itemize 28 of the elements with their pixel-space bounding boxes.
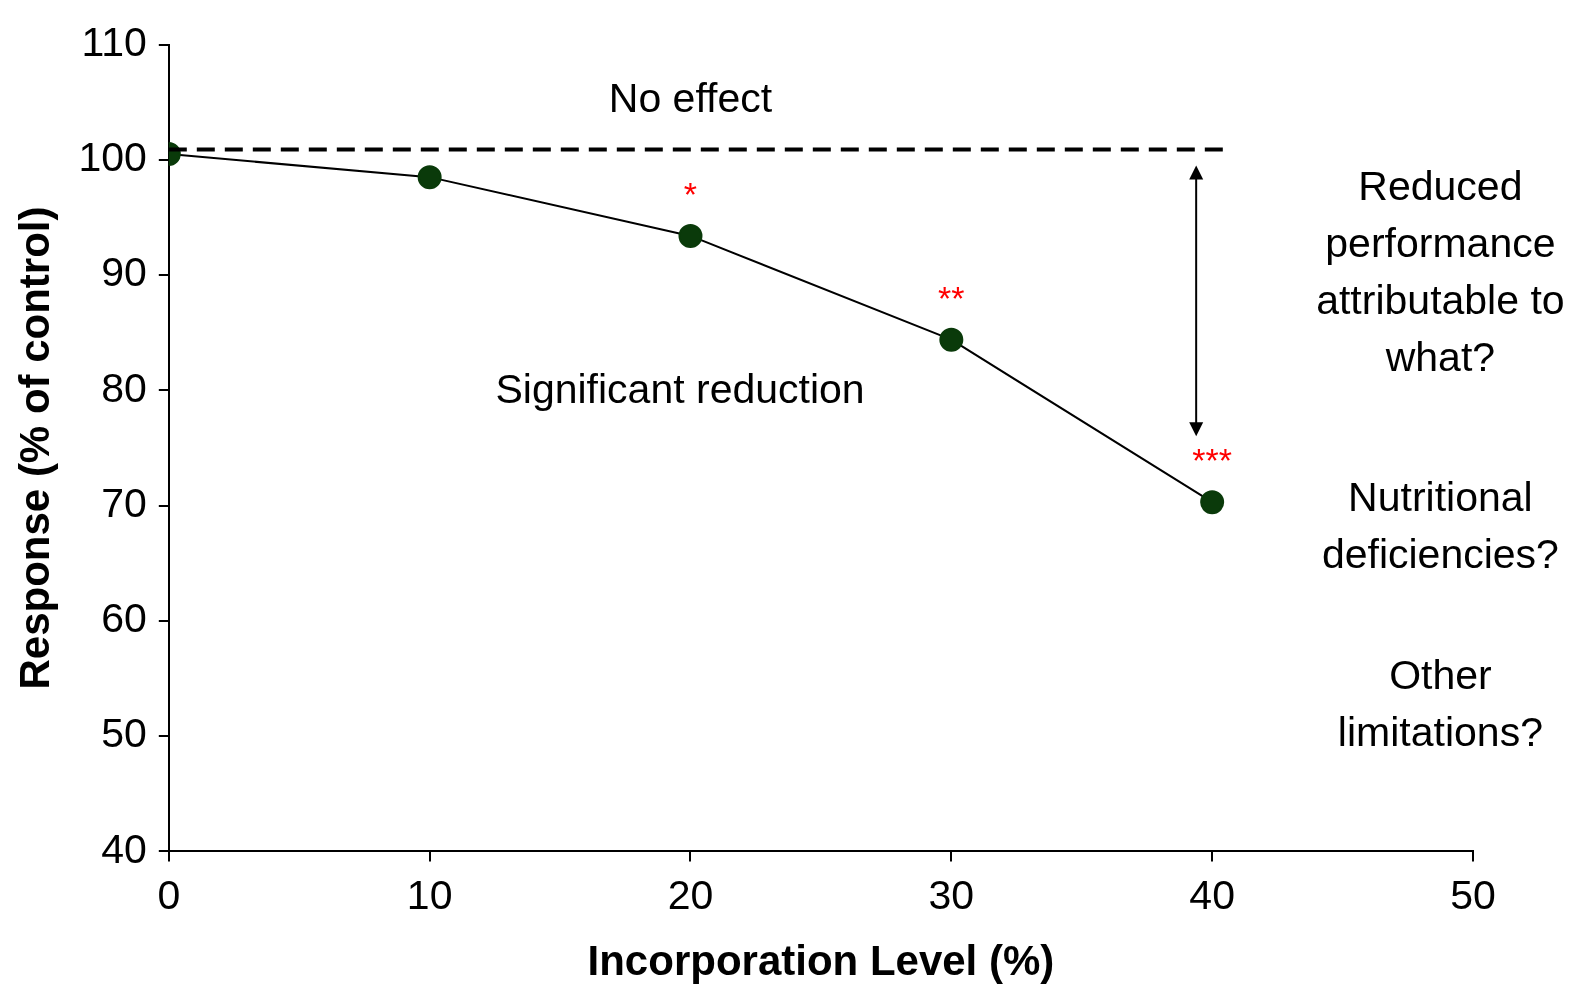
x-axis-title: Incorporation Level (%) <box>587 937 1055 985</box>
x-tick-label: 20 <box>667 872 714 919</box>
y-axis-title: Response (% of control) <box>10 206 58 690</box>
y-tick-label: 100 <box>78 134 147 181</box>
point <box>1200 490 1225 515</box>
annotation: * <box>683 174 698 213</box>
y-tick-label: 70 <box>101 479 147 526</box>
y-tick-label: 60 <box>101 595 147 642</box>
y-tick-label: 50 <box>101 710 147 757</box>
x-tick-label: 10 <box>406 872 453 919</box>
annotation: Nutritional deficiencies? <box>1321 474 1559 578</box>
point <box>678 223 703 248</box>
x-tick-label: 40 <box>1189 872 1235 919</box>
annotation: No effect <box>608 75 773 122</box>
x-tick-label: 50 <box>1450 872 1496 919</box>
annotation: *** <box>1192 441 1233 480</box>
annotation: Reduced performance attributable to what? <box>1316 163 1565 381</box>
point <box>417 165 442 190</box>
y-tick-label: 110 <box>81 18 147 65</box>
annotation: ** <box>938 278 965 317</box>
point <box>939 327 964 352</box>
y-tick-label: 80 <box>101 364 147 411</box>
y-tick-label: 40 <box>101 825 147 872</box>
annotation: Other limitations? <box>1337 651 1543 755</box>
annotation: Significant reduction <box>495 365 865 412</box>
y-tick-label: 90 <box>101 249 147 296</box>
x-tick-label: 30 <box>928 872 975 919</box>
x-tick-label: 0 <box>157 872 181 919</box>
